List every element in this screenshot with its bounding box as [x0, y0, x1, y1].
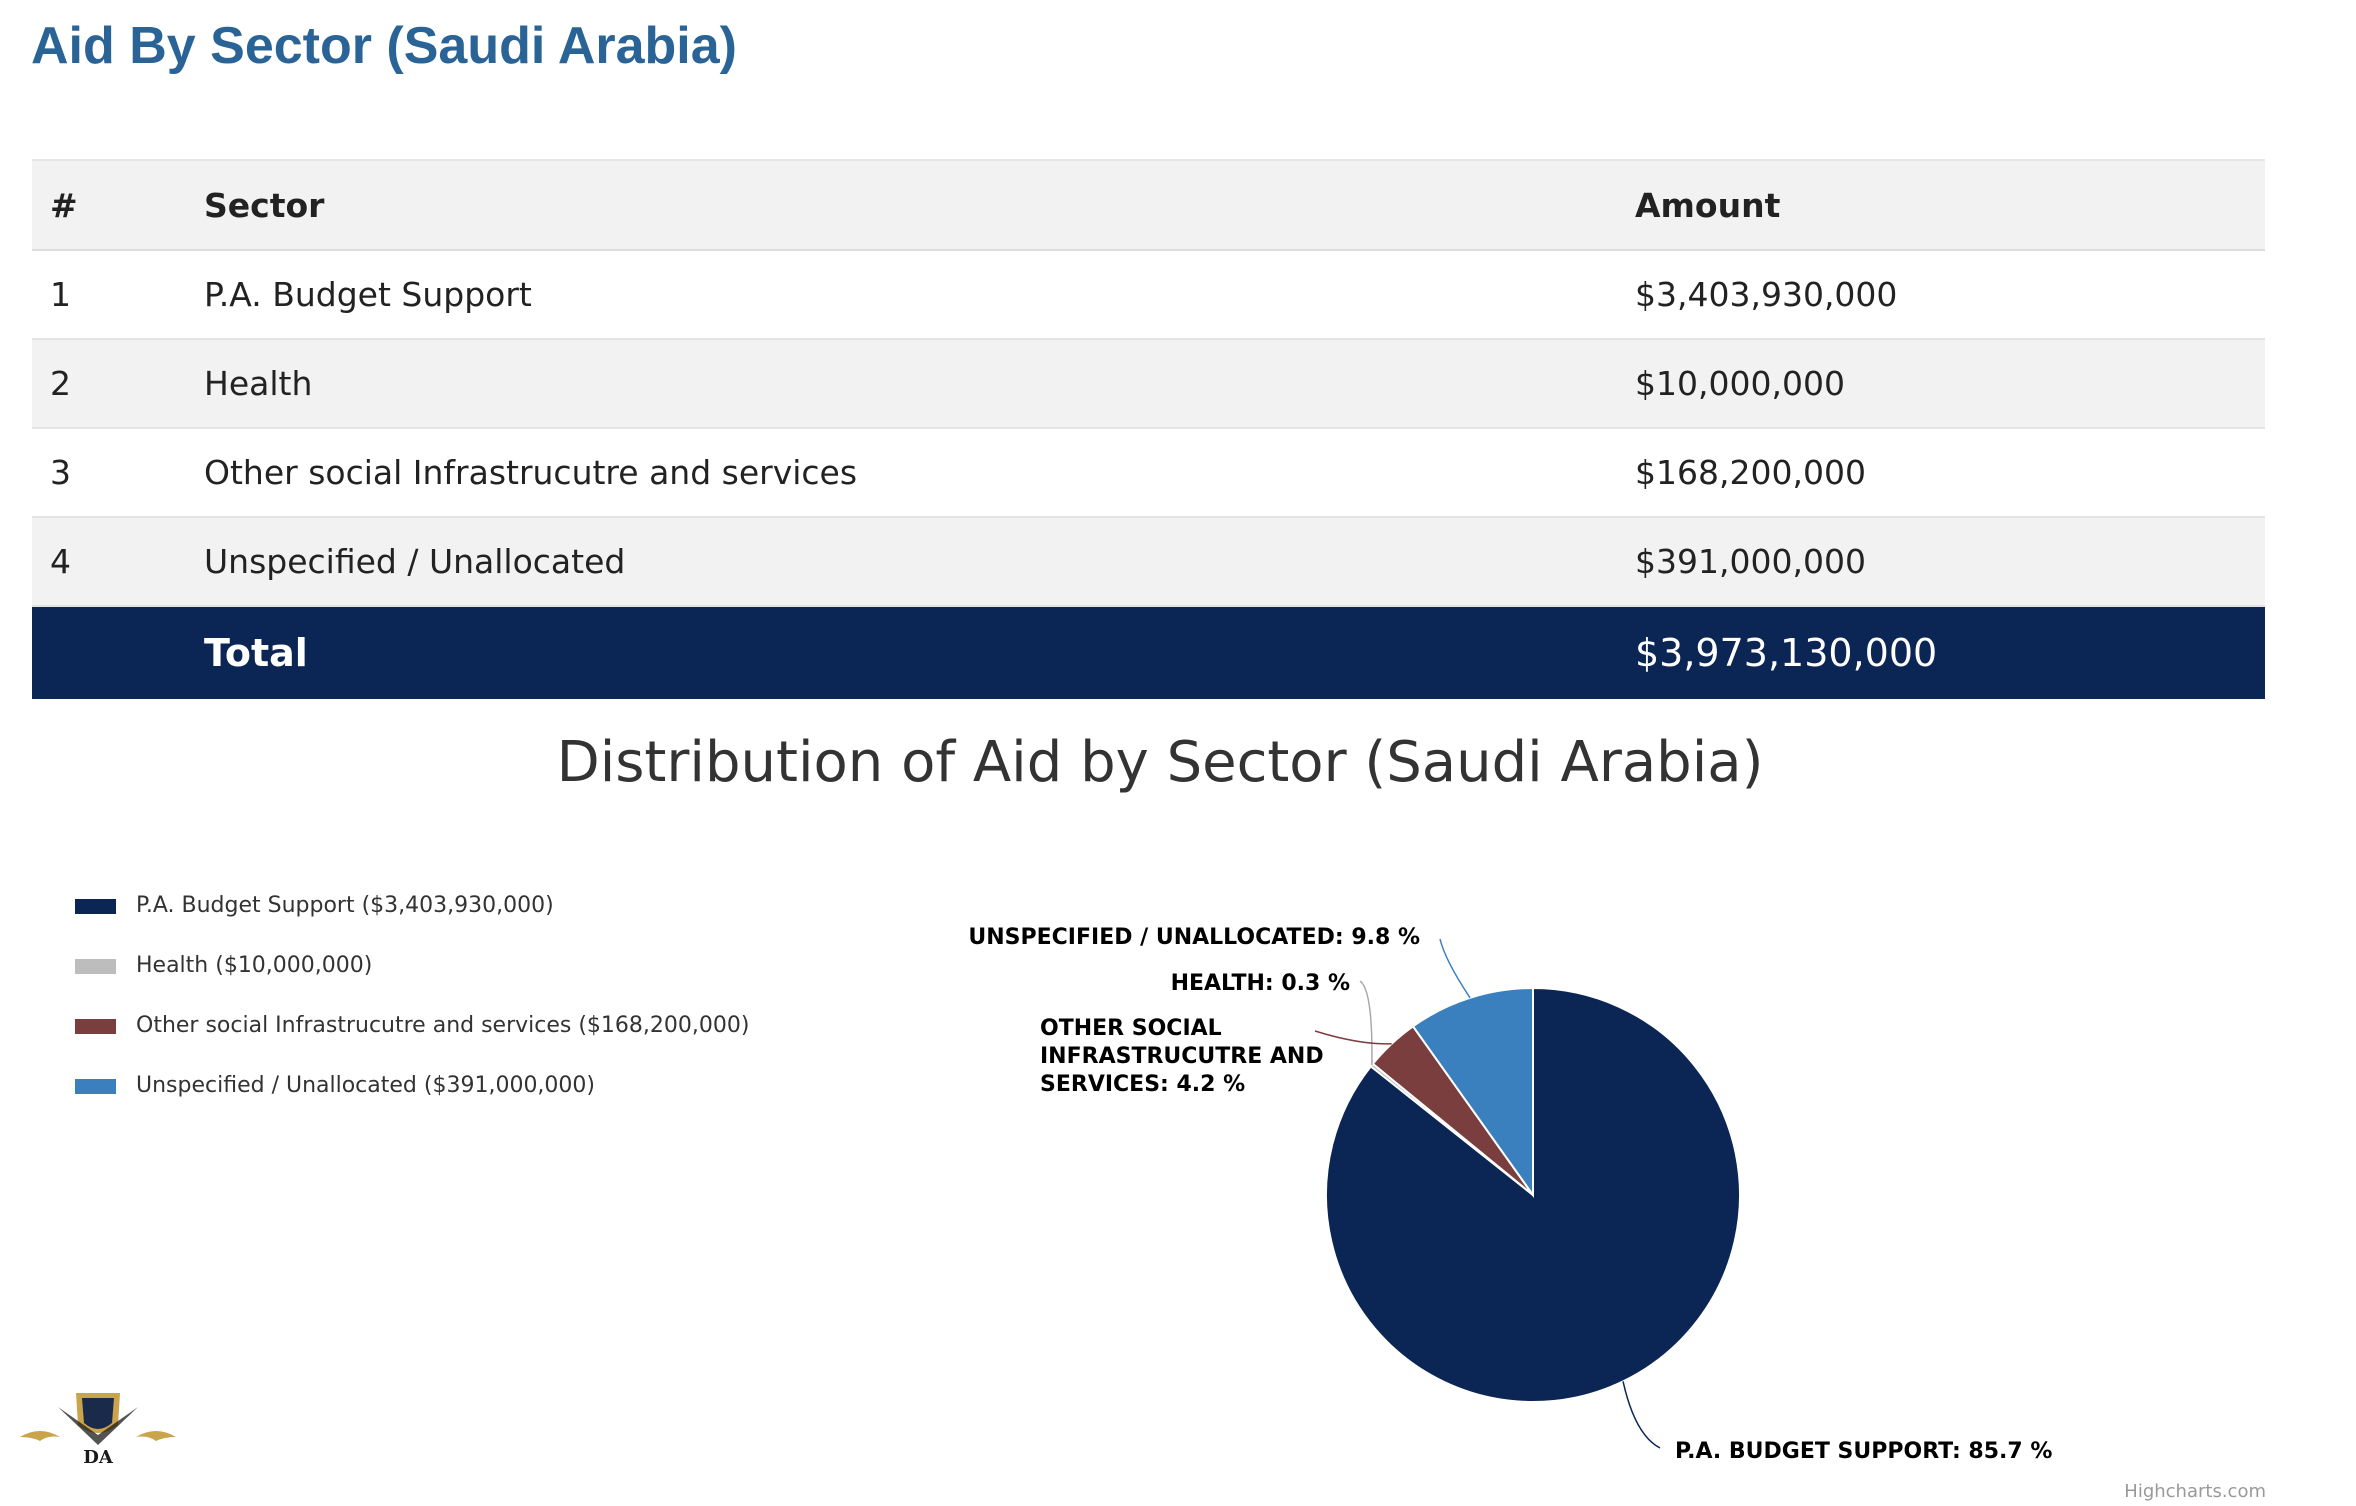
legend-label: Other social Infrastrucutre and services… — [136, 1013, 749, 1038]
row-amount: $10,000,000 — [1617, 339, 2265, 429]
slice-data-label: UNSPECIFIED / UNALLOCATED: 9.8 % — [968, 925, 1420, 950]
row-number: 3 — [32, 428, 186, 518]
row-sector: Other social Infrastrucutre and services — [186, 428, 1617, 518]
pie-slice[interactable] — [1411, 986, 1534, 1199]
column-header-number[interactable]: # — [32, 159, 186, 251]
legend-swatch — [75, 1079, 116, 1094]
table-row: 2 Health $10,000,000 — [32, 339, 2265, 429]
table-header-row: # Sector Amount — [32, 159, 2265, 251]
row-amount: $168,200,000 — [1617, 428, 2265, 518]
legend-label: P.A. Budget Support ($3,403,930,000) — [136, 893, 554, 918]
label-connector — [1622, 1381, 1661, 1449]
slice-data-label: OTHER SOCIAL INFRASTRUCUTRE AND SERVICES: … — [1040, 1016, 1324, 1097]
row-number: 4 — [32, 517, 186, 607]
table-row: 4 Unspecified / Unallocated $391,000,000 — [32, 517, 2265, 607]
legend-item[interactable]: Unspecified / Unallocated ($391,000,000) — [75, 1073, 595, 1098]
pie-slices — [1325, 986, 1741, 1403]
legend-swatch — [75, 899, 116, 914]
column-header-amount[interactable]: Amount — [1617, 159, 2265, 251]
pie-chart: Distribution of Aid by Sector (Saudi Ara… — [75, 730, 2266, 1502]
legend-label: Health ($10,000,000) — [136, 953, 372, 978]
svg-text:DA: DA — [83, 1447, 114, 1468]
row-amount: $391,000,000 — [1617, 517, 2265, 607]
aid-by-sector-table: # Sector Amount 1 P.A. Budget Support $3… — [32, 159, 2265, 699]
legend-label: Unspecified / Unallocated ($391,000,000) — [136, 1073, 595, 1098]
slice-data-label: HEALTH: 0.3 % — [1171, 971, 1350, 996]
column-header-sector[interactable]: Sector — [186, 159, 1617, 251]
table-row: 1 P.A. Budget Support $3,403,930,000 — [32, 250, 2265, 340]
row-sector: Health — [186, 339, 1617, 429]
pie-labels: P.A. BUDGET SUPPORT: 85.7 % HEALTH: 0.3 %… — [968, 925, 2052, 1464]
label-connector — [1359, 980, 1373, 1066]
page-title: Aid By Sector (Saudi Arabia) — [31, 17, 737, 75]
total-empty-cell — [32, 606, 186, 699]
legend-item[interactable]: Other social Infrastrucutre and services… — [75, 1013, 749, 1038]
watermark-logo: DA — [20, 1393, 176, 1468]
total-amount: $3,973,130,000 — [1617, 606, 2265, 699]
row-number: 2 — [32, 339, 186, 429]
legend-swatch — [75, 959, 116, 974]
legend-item[interactable]: Health ($10,000,000) — [75, 953, 372, 978]
slice-data-label: P.A. BUDGET SUPPORT: 85.7 % — [1675, 1439, 2052, 1464]
chart-legend: P.A. Budget Support ($3,403,930,000) Heal… — [75, 893, 749, 1098]
table-row: 3 Other social Infrastrucutre and servic… — [32, 428, 2265, 518]
table-total-row: Total $3,973,130,000 — [32, 606, 2265, 699]
row-sector: P.A. Budget Support — [186, 250, 1617, 340]
row-number: 1 — [32, 250, 186, 340]
highcharts-credits[interactable]: Highcharts.com — [2124, 1481, 2266, 1502]
legend-swatch — [75, 1019, 116, 1034]
label-connector — [1314, 1030, 1392, 1045]
row-amount: $3,403,930,000 — [1617, 250, 2265, 340]
chart-title: Distribution of Aid by Sector (Saudi Ara… — [557, 730, 1764, 795]
legend-item[interactable]: P.A. Budget Support ($3,403,930,000) — [75, 893, 554, 918]
total-label: Total — [186, 606, 1617, 699]
label-connector — [1439, 938, 1471, 999]
row-sector: Unspecified / Unallocated — [186, 517, 1617, 607]
